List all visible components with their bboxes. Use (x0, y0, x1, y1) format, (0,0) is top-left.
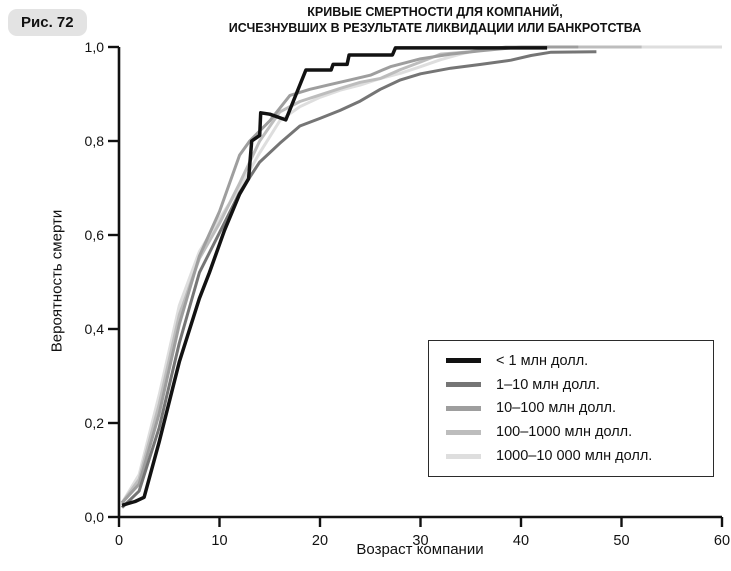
legend-line-swatch (446, 453, 481, 459)
chart-title: КРИВЫЕ СМЕРТНОСТИ ДЛЯ КОМПАНИЙ, ИСЧЕЗНУВ… (140, 4, 730, 36)
legend-line-swatch (446, 405, 481, 411)
legend-item: 1000–10 000 млн долл. (446, 448, 703, 464)
x-tick-label: 60 (714, 533, 730, 549)
y-tick-label: 0,8 (85, 133, 105, 149)
legend-item: 1–10 млн долл. (446, 377, 703, 393)
y-tick-label: 0,6 (85, 227, 105, 243)
legend-line-swatch (446, 382, 481, 388)
legend-item: 10–100 млн долл. (446, 400, 703, 416)
legend-label: 10–100 млн долл. (496, 400, 617, 417)
mortality-curve (121, 46, 548, 507)
legend-item: 100–1000 млн долл. (446, 424, 703, 440)
legend-label: < 1 млн долл. (496, 352, 589, 369)
legend-label: 1000–10 000 млн долл. (496, 448, 653, 465)
chart-title-line1: КРИВЫЕ СМЕРТНОСТИ ДЛЯ КОМПАНИЙ, (307, 5, 563, 19)
x-tick-label: 20 (312, 533, 328, 549)
legend-line-swatch (446, 429, 481, 435)
x-axis-title: Возраст компании (356, 541, 484, 558)
x-tick-label: 40 (513, 533, 529, 549)
x-tick-label: 50 (613, 533, 629, 549)
x-tick-label: 0 (115, 533, 123, 549)
y-tick-label: 0,2 (85, 415, 105, 431)
y-tick-label: 0,0 (85, 509, 105, 525)
legend-line-swatch (446, 358, 481, 364)
mortality-curve (120, 45, 722, 504)
y-tick-label: 0,4 (85, 321, 105, 337)
mortality-curve (120, 50, 597, 509)
legend-label: 1–10 млн долл. (496, 376, 600, 393)
legend-item: < 1 млн долл. (446, 353, 703, 369)
legend-box: < 1 млн долл. 1–10 млн долл. 10–100 млн до… (428, 340, 714, 477)
x-tick-label: 10 (211, 533, 227, 549)
chart-title-line2: ИСЧЕЗНУВШИХ В РЕЗУЛЬТАТЕ ЛИКВИДАЦИИ ИЛИ … (228, 21, 642, 35)
figure-number-label: Рис. 72 (21, 14, 74, 31)
figure-number-badge: Рис. 72 (8, 9, 87, 36)
legend-label: 100–1000 млн долл. (496, 424, 633, 441)
mortality-curve (120, 45, 579, 504)
y-tick-label: 1,0 (85, 39, 105, 55)
x-tick-label: 30 (412, 533, 428, 549)
